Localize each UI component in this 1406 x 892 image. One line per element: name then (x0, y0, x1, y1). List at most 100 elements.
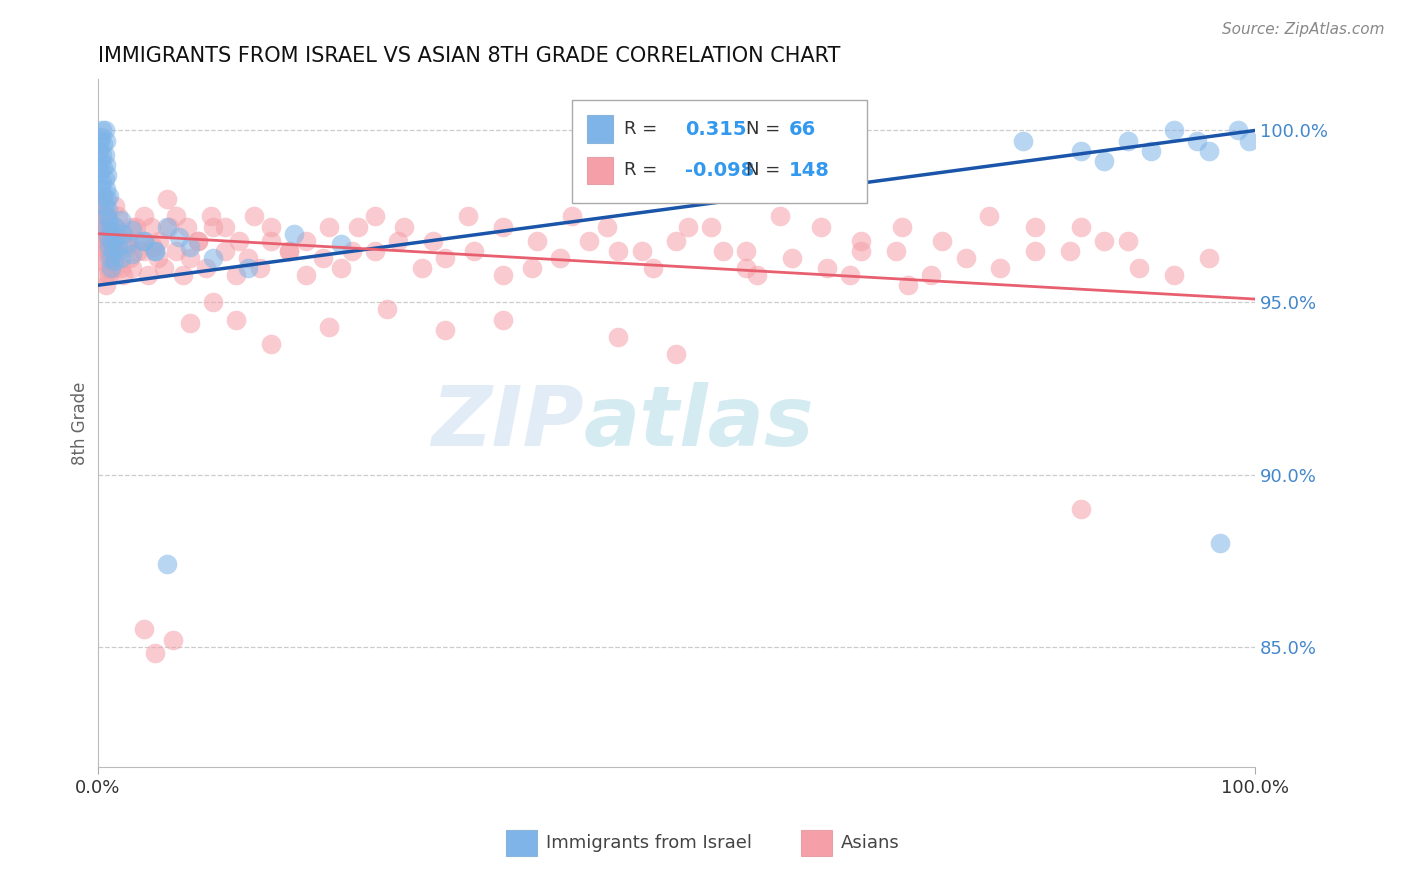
Text: IMMIGRANTS FROM ISRAEL VS ASIAN 8TH GRADE CORRELATION CHART: IMMIGRANTS FROM ISRAEL VS ASIAN 8TH GRAD… (97, 46, 839, 66)
Point (1198, 144, 1220, 158)
Point (98, 268, 121, 282)
FancyBboxPatch shape (572, 100, 868, 202)
Point (145, 244, 167, 258)
Point (491, 219, 513, 234)
Point (97, 230, 120, 244)
Point (125, 219, 148, 234)
Point (920, 268, 942, 282)
Point (145, 244, 167, 258)
Point (955, 251, 977, 265)
Point (463, 244, 485, 258)
Point (132, 234, 155, 248)
Point (98, 251, 121, 265)
Point (988, 261, 1011, 276)
Point (112, 227, 135, 241)
Point (132, 623, 155, 637)
Point (157, 219, 180, 234)
Point (139, 219, 162, 234)
Point (457, 210, 479, 224)
Point (711, 244, 734, 258)
Point (1094, 154, 1116, 169)
Point (165, 244, 187, 258)
Point (422, 234, 444, 248)
Point (665, 234, 688, 248)
Text: Asians: Asians (841, 834, 900, 852)
Point (98, 223, 121, 237)
Point (90, 219, 112, 234)
Point (146, 251, 169, 265)
Point (179, 316, 201, 330)
Point (111, 227, 134, 241)
Point (97, 234, 120, 248)
Point (578, 234, 600, 248)
Point (97, 261, 120, 276)
Point (630, 244, 652, 258)
Point (128, 234, 150, 248)
Point (96, 210, 118, 224)
Point (156, 557, 179, 571)
Point (1139, 144, 1161, 158)
Point (138, 268, 160, 282)
Point (214, 219, 236, 234)
Point (94, 158, 117, 172)
Point (676, 219, 699, 234)
Point (295, 268, 318, 282)
Point (104, 219, 127, 234)
Point (93, 192, 115, 206)
Point (96, 192, 118, 206)
Point (115, 240, 138, 254)
Point (167, 230, 190, 244)
Point (91, 123, 114, 137)
Point (179, 240, 201, 254)
Point (491, 268, 513, 282)
Point (433, 251, 456, 265)
Point (104, 219, 127, 234)
Point (1185, 134, 1208, 148)
Point (172, 268, 194, 282)
Point (734, 244, 756, 258)
Point (665, 347, 688, 361)
Point (100, 240, 122, 254)
Point (277, 244, 299, 258)
Point (520, 261, 543, 276)
Point (526, 234, 548, 248)
Point (1128, 261, 1150, 276)
Point (105, 230, 128, 244)
Point (1226, 123, 1249, 137)
Point (118, 251, 141, 265)
Point (347, 219, 370, 234)
Point (1024, 219, 1046, 234)
Point (101, 244, 124, 258)
Point (90, 234, 112, 248)
Text: N =: N = (745, 120, 780, 138)
Point (93, 240, 115, 254)
Point (110, 213, 132, 227)
Point (91, 219, 114, 234)
Point (851, 244, 873, 258)
Point (93, 171, 115, 186)
Point (105, 234, 128, 248)
Point (810, 219, 832, 234)
Point (187, 234, 209, 248)
Point (127, 244, 149, 258)
Point (228, 234, 250, 248)
Point (329, 237, 352, 252)
Point (249, 261, 271, 276)
Point (277, 244, 299, 258)
Point (411, 261, 433, 276)
Point (100, 234, 122, 248)
Point (107, 210, 129, 224)
Point (375, 302, 398, 317)
FancyBboxPatch shape (588, 157, 613, 184)
Point (93, 254, 115, 268)
Text: ZIP: ZIP (432, 383, 583, 464)
Point (318, 219, 340, 234)
Point (90, 130, 112, 145)
Point (561, 210, 583, 224)
Point (91, 147, 114, 161)
Point (98, 189, 121, 203)
Point (225, 312, 247, 326)
Point (1116, 134, 1139, 148)
Point (98, 244, 121, 258)
Point (318, 319, 340, 334)
